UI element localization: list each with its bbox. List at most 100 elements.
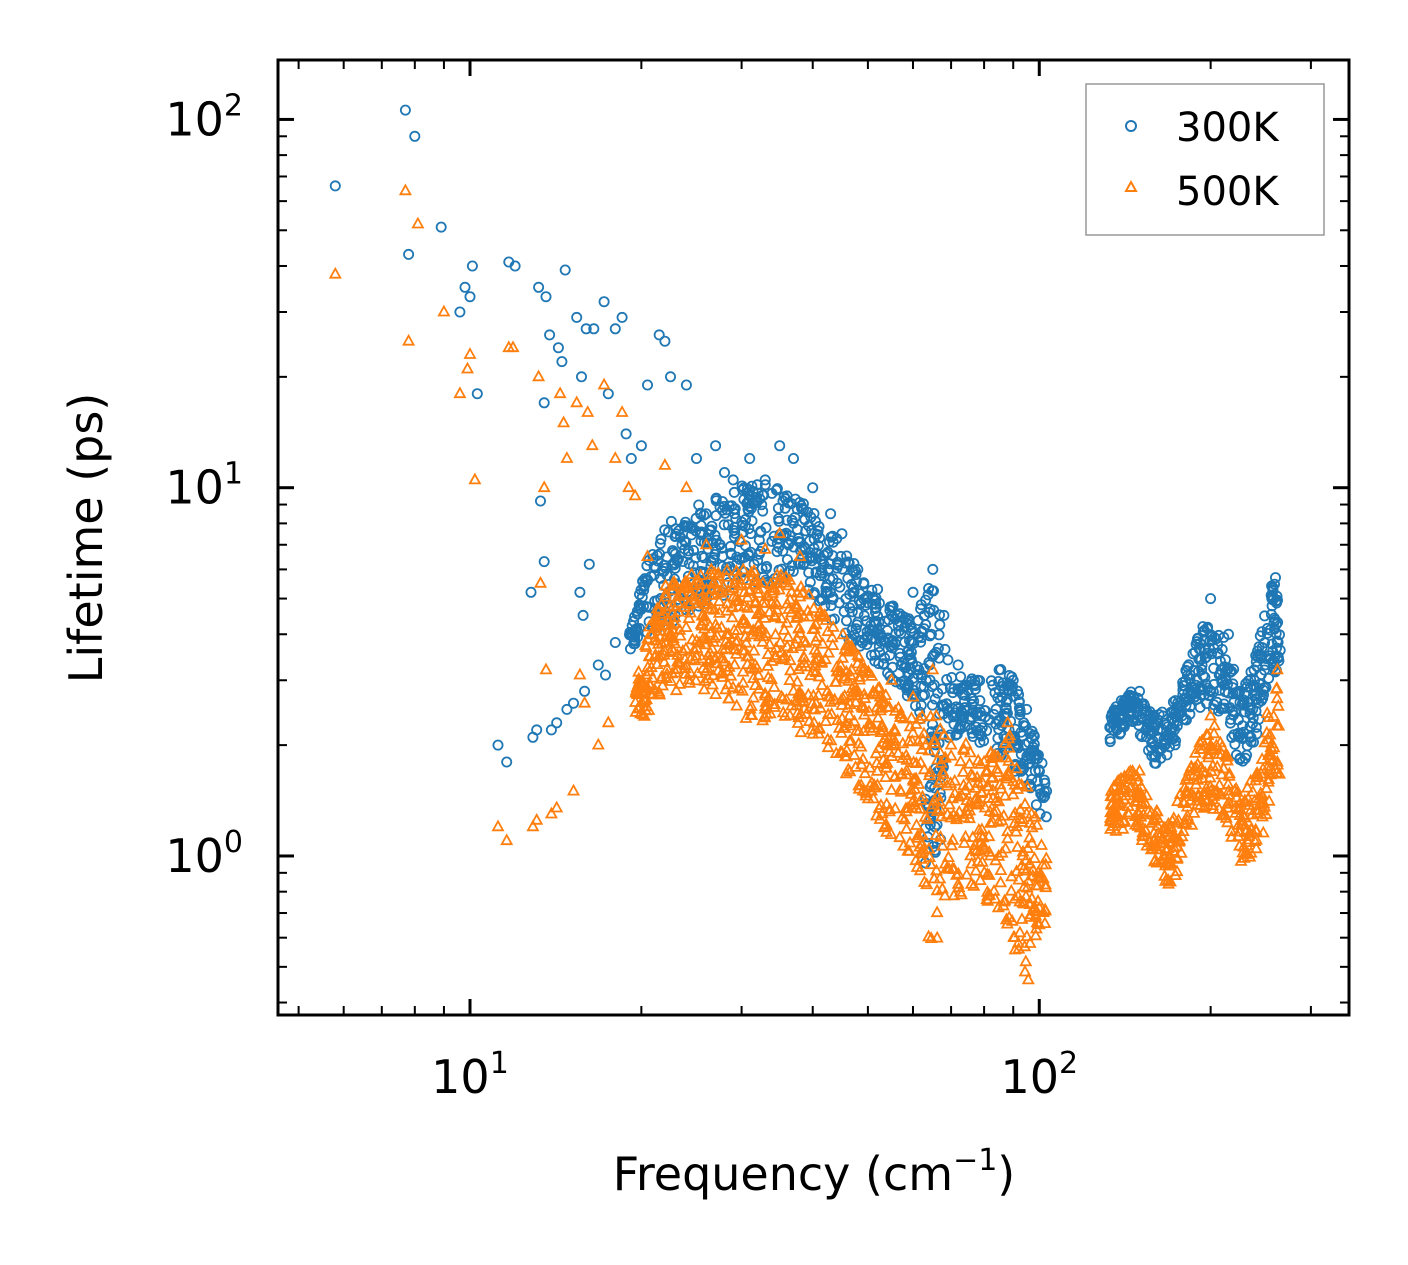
data-point-500k xyxy=(1240,780,1254,793)
data-point-500k xyxy=(697,621,712,634)
data-point-500k xyxy=(836,691,850,703)
data-point-500k xyxy=(912,777,926,789)
data-point-300k xyxy=(895,627,907,639)
data-point-500k xyxy=(944,810,958,823)
data-point-300k xyxy=(929,693,941,705)
data-point-500k xyxy=(1210,759,1224,772)
data-point-300k xyxy=(1272,616,1284,628)
data-point-500k xyxy=(696,594,710,606)
data-point-300k xyxy=(609,637,621,649)
data-point-500k xyxy=(764,672,778,684)
data-point-300k xyxy=(700,508,712,520)
data-point-300k xyxy=(1251,660,1263,672)
data-point-500k xyxy=(654,648,668,660)
data-point-500k xyxy=(553,386,567,399)
data-point-500k xyxy=(922,768,936,781)
data-point-500k xyxy=(709,687,723,699)
data-point-300k xyxy=(913,664,925,676)
data-point-500k xyxy=(855,659,869,672)
data-point-300k xyxy=(1241,681,1253,693)
data-point-500k xyxy=(920,877,934,890)
data-point-500k xyxy=(725,610,739,623)
data-point-500k xyxy=(851,648,865,660)
data-point-500k xyxy=(1039,851,1053,864)
data-point-300k xyxy=(904,649,916,661)
data-point-500k xyxy=(958,829,973,842)
y-tick-label: 100 xyxy=(165,825,243,883)
data-point-500k xyxy=(678,667,692,679)
data-point-500k xyxy=(1236,845,1250,858)
data-point-300k xyxy=(1110,706,1122,718)
data-point-500k xyxy=(460,361,475,374)
data-point-500k xyxy=(1270,754,1284,767)
data-point-500k xyxy=(783,673,797,685)
data-point-500k xyxy=(808,653,822,666)
data-point-500k xyxy=(1026,863,1040,875)
data-point-500k xyxy=(1178,780,1192,793)
data-point-300k xyxy=(638,584,650,596)
data-point-500k xyxy=(909,771,923,784)
data-point-500k xyxy=(1106,819,1120,831)
data-point-300k xyxy=(1138,698,1150,710)
data-point-500k xyxy=(682,596,696,609)
data-point-300k xyxy=(840,593,852,605)
data-point-300k xyxy=(1206,630,1218,642)
data-point-300k xyxy=(655,572,667,584)
data-point-500k xyxy=(789,693,804,706)
data-point-500k xyxy=(1241,835,1255,847)
data-point-300k xyxy=(1110,722,1122,734)
legend-label-500k: 500K xyxy=(1176,169,1280,215)
data-point-500k xyxy=(622,480,636,493)
data-point-500k xyxy=(539,662,553,675)
data-point-500k xyxy=(990,761,1004,774)
data-point-500k xyxy=(923,765,937,777)
data-point-500k xyxy=(1179,772,1193,785)
data-point-500k xyxy=(957,743,971,755)
data-point-300k xyxy=(788,452,800,464)
data-point-500k xyxy=(1244,845,1258,858)
data-point-300k xyxy=(743,490,755,502)
data-point-500k xyxy=(934,773,948,786)
data-point-500k xyxy=(824,733,838,746)
data-point-500k xyxy=(1238,793,1252,805)
data-point-500k xyxy=(767,680,781,692)
data-point-500k xyxy=(1199,727,1214,740)
data-point-500k xyxy=(1147,832,1162,844)
data-point-300k xyxy=(972,674,984,686)
data-point-500k xyxy=(673,628,687,641)
data-point-500k xyxy=(1038,916,1052,928)
data-point-500k xyxy=(975,822,989,835)
data-point-300k xyxy=(778,529,790,541)
data-point-500k xyxy=(1145,837,1159,850)
data-point-500k xyxy=(566,783,581,796)
data-point-300k xyxy=(1116,720,1128,732)
data-point-300k xyxy=(1038,774,1050,786)
data-point-300k xyxy=(731,558,743,570)
data-point-300k xyxy=(1174,706,1186,718)
data-point-500k xyxy=(991,814,1005,827)
data-point-300k xyxy=(868,624,880,636)
data-point-500k xyxy=(1116,772,1130,784)
data-point-500k xyxy=(1000,916,1014,929)
data-point-500k xyxy=(847,748,861,760)
data-point-300k xyxy=(749,496,761,508)
x-tick-label: 102 xyxy=(1000,1046,1078,1104)
data-point-500k xyxy=(1025,836,1039,848)
data-point-300k xyxy=(852,563,864,575)
data-point-500k xyxy=(808,642,822,655)
data-point-500k xyxy=(882,744,896,757)
data-point-500k xyxy=(657,607,671,619)
data-point-300k xyxy=(641,575,653,587)
data-point-500k xyxy=(736,664,750,677)
data-point-300k xyxy=(761,561,773,573)
data-point-500k xyxy=(1023,856,1037,869)
data-point-500k xyxy=(768,627,783,640)
data-point-500k xyxy=(858,661,872,673)
data-point-300k xyxy=(698,552,710,564)
data-point-500k xyxy=(870,687,884,700)
data-point-300k xyxy=(655,533,667,545)
data-point-500k xyxy=(850,656,865,669)
data-point-500k xyxy=(927,871,941,884)
data-point-500k xyxy=(1212,787,1226,800)
data-point-500k xyxy=(895,810,909,823)
